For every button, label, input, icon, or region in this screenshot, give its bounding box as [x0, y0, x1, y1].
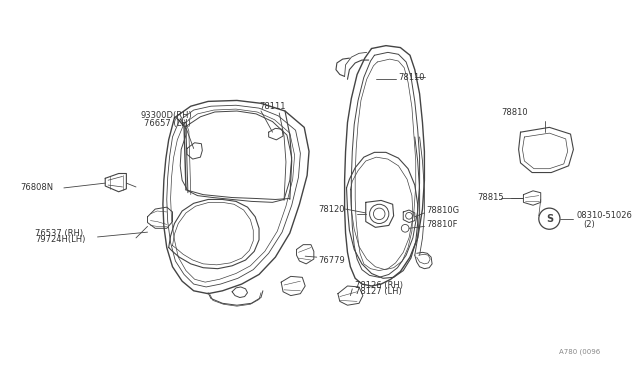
Text: 93300D(RH): 93300D(RH): [141, 111, 193, 120]
Text: 78120: 78120: [319, 205, 345, 214]
Text: 78810G: 78810G: [426, 206, 460, 215]
Text: 78111: 78111: [259, 102, 285, 111]
Text: A780 (0096: A780 (0096: [559, 348, 600, 355]
Text: 78127 (LH): 78127 (LH): [355, 287, 402, 296]
Text: (2): (2): [583, 220, 595, 229]
Text: 78810: 78810: [501, 108, 528, 118]
Text: 79724H(LH): 79724H(LH): [35, 235, 85, 244]
Text: 78110: 78110: [399, 73, 425, 82]
Text: S: S: [546, 214, 553, 224]
Text: 76808N: 76808N: [20, 183, 54, 192]
Text: 76657 (LH): 76657 (LH): [143, 119, 191, 128]
Text: 76537 (RH): 76537 (RH): [35, 229, 83, 238]
Text: 78810F: 78810F: [426, 220, 458, 229]
Text: 76779: 76779: [319, 256, 346, 264]
Text: 78815: 78815: [477, 193, 504, 202]
Text: 08310-51026: 08310-51026: [576, 211, 632, 220]
Text: 78126 (RH): 78126 (RH): [355, 280, 403, 289]
